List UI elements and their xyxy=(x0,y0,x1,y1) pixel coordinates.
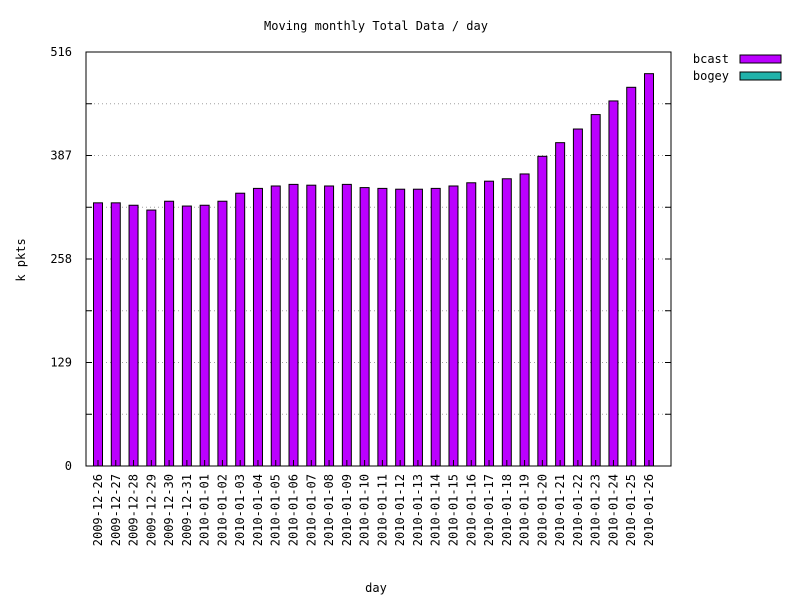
bar xyxy=(199,204,210,467)
bar xyxy=(217,200,228,467)
x-tick-label: 2009-12-28 xyxy=(127,474,141,546)
x-axis: 2009-12-26 2009-12-27 2009-12-28 2009-12-29… xyxy=(91,460,656,546)
bar xyxy=(430,187,441,467)
x-tick-label: 2009-12-30 xyxy=(162,474,176,546)
bar xyxy=(555,142,566,467)
bar xyxy=(412,188,423,467)
bar xyxy=(181,205,192,467)
x-tick-label: 2010-01-04 xyxy=(251,474,265,546)
x-tick-label: 2010-01-25 xyxy=(624,474,638,546)
x-tick-label: 2010-01-18 xyxy=(500,474,514,546)
x-tick-label: 2009-12-29 xyxy=(144,474,158,546)
bar xyxy=(608,100,619,467)
chart-title: Moving monthly Total Data / day xyxy=(264,19,488,33)
bar xyxy=(359,187,370,467)
x-tick-label: 2010-01-23 xyxy=(589,474,603,546)
bar xyxy=(341,183,352,467)
x-tick-label: 2010-01-21 xyxy=(553,474,567,546)
y-axis-label: k pkts xyxy=(14,238,28,281)
y-axis: 0 129 258 387 516 xyxy=(50,45,671,473)
legend-label: bcast xyxy=(693,52,729,66)
x-tick-label: 2010-01-06 xyxy=(287,474,301,546)
bar xyxy=(590,114,601,467)
bar xyxy=(93,202,103,467)
x-tick-label: 2010-01-11 xyxy=(375,474,389,546)
legend-label: bogey xyxy=(693,69,729,83)
bar xyxy=(324,185,335,467)
x-tick-label: 2009-12-27 xyxy=(109,474,123,546)
x-tick-label: 2010-01-12 xyxy=(393,474,407,546)
x-tick-label: 2010-01-02 xyxy=(215,474,229,546)
bar xyxy=(128,204,139,467)
bars xyxy=(93,73,654,467)
x-tick-label: 2010-01-24 xyxy=(606,474,620,546)
bar xyxy=(110,202,121,467)
y-tick-label: 387 xyxy=(50,149,72,163)
x-tick-label: 2010-01-19 xyxy=(518,474,532,546)
bar xyxy=(626,86,637,467)
x-tick-label: 2010-01-22 xyxy=(571,474,585,546)
bar xyxy=(501,178,512,467)
y-tick-label: 258 xyxy=(50,252,72,266)
x-tick-label: 2010-01-16 xyxy=(464,474,478,546)
legend-swatch xyxy=(739,54,782,64)
bar xyxy=(235,192,246,467)
x-tick-label: 2010-01-13 xyxy=(411,474,425,546)
bar xyxy=(164,200,175,467)
bar xyxy=(448,185,459,467)
bar xyxy=(146,209,157,467)
x-tick-label: 2010-01-08 xyxy=(322,474,336,546)
x-tick-label: 2010-01-15 xyxy=(446,474,460,546)
bar xyxy=(572,128,583,467)
bar xyxy=(644,73,654,467)
y-tick-label: 129 xyxy=(50,356,72,370)
bar xyxy=(377,187,388,467)
x-tick-label: 2010-01-09 xyxy=(340,474,354,546)
bar xyxy=(484,180,495,467)
bar xyxy=(288,183,299,467)
x-axis-label: day xyxy=(365,581,387,595)
y-tick-label: 0 xyxy=(65,459,72,473)
x-tick-label: 2010-01-07 xyxy=(304,474,318,546)
bar xyxy=(519,173,530,467)
x-tick-label: 2010-01-03 xyxy=(233,474,247,546)
x-tick-label: 2009-12-31 xyxy=(180,474,194,546)
x-tick-label: 2010-01-10 xyxy=(358,474,372,546)
bar xyxy=(466,182,477,467)
x-tick-label: 2010-01-05 xyxy=(269,474,283,546)
y-tick-label: 516 xyxy=(50,45,72,59)
x-tick-label: 2010-01-01 xyxy=(198,474,212,546)
bar xyxy=(306,184,317,467)
legend: bcast bogey xyxy=(693,52,782,83)
x-tick-label: 2010-01-14 xyxy=(429,474,443,546)
x-tick-label: 2010-01-20 xyxy=(535,474,549,546)
x-tick-label: 2010-01-26 xyxy=(642,474,656,546)
x-tick-label: 2009-12-26 xyxy=(91,474,105,546)
bar xyxy=(537,155,548,467)
x-tick-label: 2010-01-17 xyxy=(482,474,496,546)
bar xyxy=(395,188,406,467)
bar xyxy=(270,185,281,467)
legend-swatch xyxy=(739,71,782,81)
bar xyxy=(252,187,263,467)
